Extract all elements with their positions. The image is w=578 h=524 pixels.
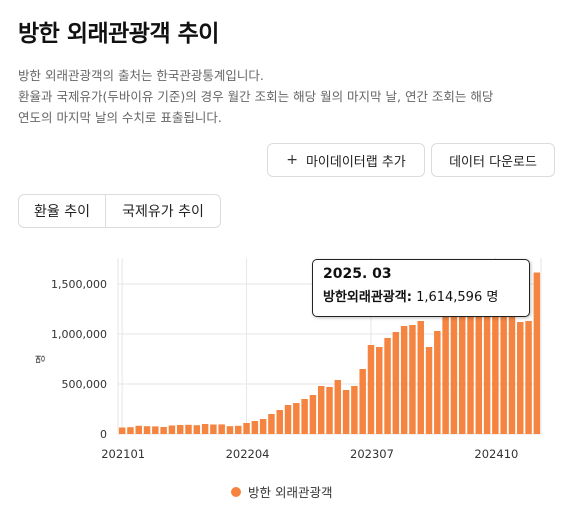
bar-202201[interactable] [218, 424, 225, 434]
bar-202309[interactable] [384, 338, 391, 434]
bar-202401[interactable] [417, 321, 424, 434]
bar-202207[interactable] [268, 414, 275, 434]
bar-202501[interactable] [517, 322, 524, 434]
bar-202502[interactable] [525, 321, 532, 434]
bar-202408[interactable] [475, 278, 483, 434]
legend-label: 방한 외래관광객 [248, 485, 333, 500]
bar-202308[interactable] [376, 347, 383, 434]
bar-202402[interactable] [425, 347, 433, 434]
chart-legend[interactable]: 방한 외래관광객 [231, 482, 332, 501]
bar-202209[interactable] [284, 405, 292, 434]
bar-202304[interactable] [342, 390, 350, 434]
bar-202412[interactable] [508, 286, 516, 434]
bar-202103[interactable] [135, 425, 142, 434]
bar-202109[interactable] [185, 424, 192, 434]
y-tick-label: 500,000 [62, 378, 108, 391]
bar-202407[interactable] [467, 284, 474, 434]
bar-202204[interactable] [243, 423, 250, 434]
bar-202110[interactable] [193, 425, 201, 434]
x-tick-label: 202307 [350, 447, 394, 461]
bar-202106[interactable] [160, 427, 167, 434]
bar-202210[interactable] [293, 403, 300, 434]
tooltip-row: 방한외래관광객: 1,614,596 명 [323, 286, 519, 305]
y-axis-label: 명 [35, 354, 47, 363]
bar-202405[interactable] [450, 289, 458, 434]
description-line: 방한 외래관광객의 출처는 한국관광통계입니다. [18, 68, 264, 83]
tooltip-value: 1,614,596 명 [416, 290, 499, 305]
bar-202409[interactable] [483, 286, 491, 434]
bar-202208[interactable] [276, 410, 283, 434]
add-mydatalab-button[interactable]: + 마이데이터랩 추가 [267, 143, 425, 177]
bar-202101[interactable] [118, 427, 126, 435]
chart-tabs: 환율 추이 국제유가 추이 [18, 194, 221, 228]
bar-202406[interactable] [458, 286, 466, 434]
tooltip-date: 2025. 03 [323, 266, 392, 282]
add-mydatalab-label: 마이데이터랩 추가 [305, 154, 406, 170]
tab-oil-price[interactable]: 국제유가 추이 [122, 204, 204, 220]
tooltip-series-label: 방한외래관광객: [323, 290, 412, 305]
bar-202311[interactable] [400, 326, 408, 434]
x-tick-label: 202101 [101, 447, 145, 461]
x-tick-label: 202410 [474, 447, 518, 461]
data-download-button[interactable]: 데이터 다운로드 [431, 143, 555, 177]
bar-202404[interactable] [442, 297, 449, 434]
page-title: 방한 외래관광객 추이 [18, 21, 219, 47]
y-tick-label: 1,500,000 [51, 278, 107, 291]
bar-202202[interactable] [226, 426, 234, 434]
bar-202205[interactable] [251, 421, 259, 434]
bar-202306[interactable] [359, 369, 366, 434]
bar-202307[interactable] [367, 345, 375, 434]
bar-202104[interactable] [143, 426, 151, 434]
bar-202211[interactable] [301, 399, 308, 434]
description-line: 환율과 국제유가(두바이유 기준)의 경우 월간 조회는 해당 월의 마지막 날… [18, 89, 494, 104]
description-line: 연도의 마지막 날의 수치로 표출됩니다. [18, 110, 222, 125]
tab-exchange-rate[interactable]: 환율 추이 [19, 195, 106, 227]
bar-202111[interactable] [201, 424, 209, 434]
chart-tooltip: 2025. 03 방한외래관광객: 1,614,596 명 [312, 259, 530, 317]
bar-202303[interactable] [334, 380, 342, 434]
y-tick-label: 1,000,000 [51, 328, 107, 341]
bar-202305[interactable] [351, 386, 358, 434]
data-download-label: 데이터 다운로드 [449, 154, 537, 170]
bar-202102[interactable] [127, 427, 134, 434]
bar-202410[interactable] [492, 278, 499, 434]
bar-202206[interactable] [259, 419, 267, 434]
y-tick-label: 0 [100, 428, 107, 441]
bar-202203[interactable] [235, 425, 242, 434]
bar-202107[interactable] [168, 425, 176, 435]
chart-ticks: 0 500,000 1,000,000 1,500,000 명 202101 202204 2… [35, 278, 518, 461]
bar-202310[interactable] [392, 332, 400, 434]
plus-icon: + [286, 152, 298, 168]
bar-202301[interactable] [317, 386, 325, 434]
bar-202112[interactable] [210, 424, 217, 435]
bar-202212[interactable] [309, 395, 317, 434]
bar-202105[interactable] [152, 426, 159, 434]
x-tick-label: 202204 [226, 447, 270, 461]
legend-swatch [231, 486, 241, 497]
bar-202312[interactable] [409, 325, 416, 434]
bar-202403[interactable] [434, 331, 441, 434]
chart-bars [118, 272, 541, 435]
bar-202302[interactable] [326, 387, 333, 434]
bar-202108[interactable] [176, 425, 184, 434]
bar-202411[interactable] [500, 274, 507, 434]
bar-202503[interactable] [533, 272, 541, 434]
description: 방한 외래관광객의 출처는 한국관광통계입니다. 환율과 국제유가(두바이유 기… [18, 65, 558, 128]
